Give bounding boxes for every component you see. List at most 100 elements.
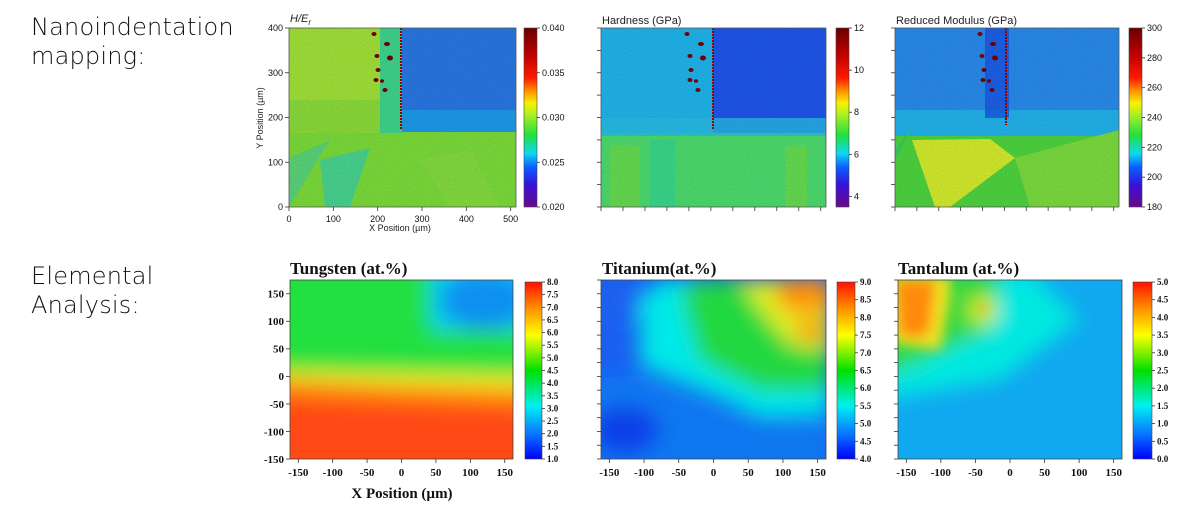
y-tick-label: 200 [268,113,283,123]
colorbar-tick-label: 8.5 [860,295,872,305]
chart-tantalum: Tantalum (at.%) -150 -100 -50 0 50 100 150 0.0… [894,259,1169,479]
colorbar-ticks-modulus: 180 200 220 240 260 280 300 [1142,23,1162,212]
colorbar-tick-label: 300 [1147,23,1162,33]
x-tick-label: -100 [323,467,344,479]
chart-titanium: Titanium(at.%) -150 -100 -50 0 50 100 150 4.04… [597,259,872,479]
colorbar-titanium [836,281,856,460]
label-line: Analysis: [31,291,140,319]
stripe [785,145,807,207]
heatmap-titanium [601,280,826,459]
region-upper-right-gradient [402,110,516,132]
region-upper-left-b [289,100,380,133]
colorbar-ticks-her: 0.020 0.025 0.030 0.035 0.040 [537,23,565,212]
section-label-elemental: Elemental Analysis: [31,262,154,320]
x-tick-label: 100 [1071,467,1088,479]
colorbar-ticks-titanium: 4.0 4.5 5.0 5.5 6.0 6.5 7.0 7.5 8.0 8.5 9.0 [855,277,872,464]
chart-modulus: Reduced Modulus (GPa) 180 200 220 240 260 280… [891,15,1162,212]
label-line: Elemental [31,262,154,290]
colorbar-tick-label: 200 [1147,172,1162,182]
chart-title-hardness: Hardness (GPa) [602,15,681,27]
chart-title-tantalum: Tantalum (at.%) [898,259,1019,278]
colorbar-tick-label: 5.0 [547,353,559,363]
colorbar-tick-label: 8.0 [860,312,872,322]
chart-tungsten: Tungsten (at.%) -150 -100 -50 0 50 100 150 -15… [264,259,559,502]
colorbar-tick-label: 4.5 [860,436,872,446]
colorbar-tick-label: 6.5 [860,366,872,376]
y-tick-label: 0 [278,202,283,212]
colorbar-tick-label: 220 [1147,142,1162,152]
grain-corner [895,128,912,160]
colorbar-hardness [835,27,850,208]
y-tick-label: 100 [268,316,285,328]
region-interface [380,28,402,133]
colorbar-tick-label: 9.0 [860,277,872,287]
x-tick-label: 0 [1007,467,1013,479]
x-tick-label: 150 [1105,467,1122,479]
colorbar-tick-label: 0.040 [542,23,565,33]
chart-title-titanium: Titanium(at.%) [602,259,716,278]
heatmap-her [289,28,516,207]
heatmap-tungsten [290,280,513,459]
stripe [650,140,675,207]
x-axis-modulus [894,207,1115,211]
colorbar-tick-label: 5.5 [860,401,872,411]
x-axis-tantalum: -150 -100 -50 0 50 100 150 [896,459,1122,479]
x-tick-label: -50 [671,467,686,479]
heatmap-hardness [601,28,826,207]
colorbar-tick-label: 7.5 [547,290,559,300]
x-tick-label: 50 [1039,467,1051,479]
colorbar-tick-label: 10 [854,65,864,75]
colorbar-tick-label: 1.5 [1157,401,1169,411]
colorbar-tick-label: 7.5 [860,330,872,340]
colorbar-tick-label: 3.5 [1157,330,1169,340]
y-tick-label: 400 [268,23,283,33]
x-tick-label: -150 [896,467,917,479]
x-axis-hardness [600,207,822,211]
colorbar-tick-label: 180 [1147,202,1162,212]
y-tick-label: 50 [273,344,285,356]
colorbar-her [523,27,538,208]
colorbar-tick-label: 280 [1147,53,1162,63]
label-line: mapping: [31,42,146,70]
y-tick-label: -50 [269,399,284,411]
colorbar-tick-label: 4.0 [860,454,872,464]
colorbar-tick-label: 0.035 [542,68,565,78]
x-tick-label: -50 [968,467,983,479]
y-axis-hardness [597,27,601,208]
stripe [610,145,640,207]
x-axis-label-her: X Position (µm) [369,223,431,233]
label-line: Nanoindentation [31,13,234,41]
colorbar-tantalum [1132,281,1153,460]
y-tick-label: 300 [268,68,283,78]
x-tick-label: 100 [462,467,479,479]
chart-her: H/Er 0 100 200 300 400 0 100 200 300 400 500 X Po… [255,13,565,233]
heatmap-tantalum [898,280,1122,459]
y-axis-modulus [891,27,895,208]
x-tick-label: 100 [775,467,792,479]
section-label-nanoindentation: Nanoindentation mapping: [31,13,234,71]
colorbar-tick-label: 0.0 [1157,454,1169,464]
y-axis-her: 0 100 200 300 400 [268,23,289,212]
colorbar-tungsten [524,281,543,460]
colorbar-tick-label: 6.5 [547,315,559,325]
colorbar-tick-label: 7.0 [547,302,559,312]
chart-title-modulus: Reduced Modulus (GPa) [896,15,1017,27]
x-tick-label: -100 [931,467,952,479]
x-tick-label: 100 [326,214,341,224]
x-tick-label: 150 [809,467,826,479]
x-tick-label: -150 [599,467,620,479]
colorbar-tick-label: 1.0 [547,454,559,464]
y-tick-label: 150 [268,289,285,301]
y-axis-label-her: Y Position (µm) [255,87,265,149]
colorbar-tick-label: 4.5 [547,366,559,376]
colorbar-tick-label: 3.5 [547,391,559,401]
colorbar-tick-label: 0.5 [1157,436,1169,446]
colorbar-tick-label: 8 [854,107,859,117]
x-tick-label: 200 [370,214,385,224]
colorbar-ticks-tantalum: 0.0 0.5 1.0 1.5 2.0 2.5 3.0 3.5 4.0 4.5 5.0 [1152,277,1169,464]
x-tick-label: 0 [286,214,291,224]
colorbar-ticks-hardness: 4 6 8 10 12 [849,23,864,201]
x-tick-label: 0 [399,467,405,479]
x-tick-label: 50 [430,467,442,479]
